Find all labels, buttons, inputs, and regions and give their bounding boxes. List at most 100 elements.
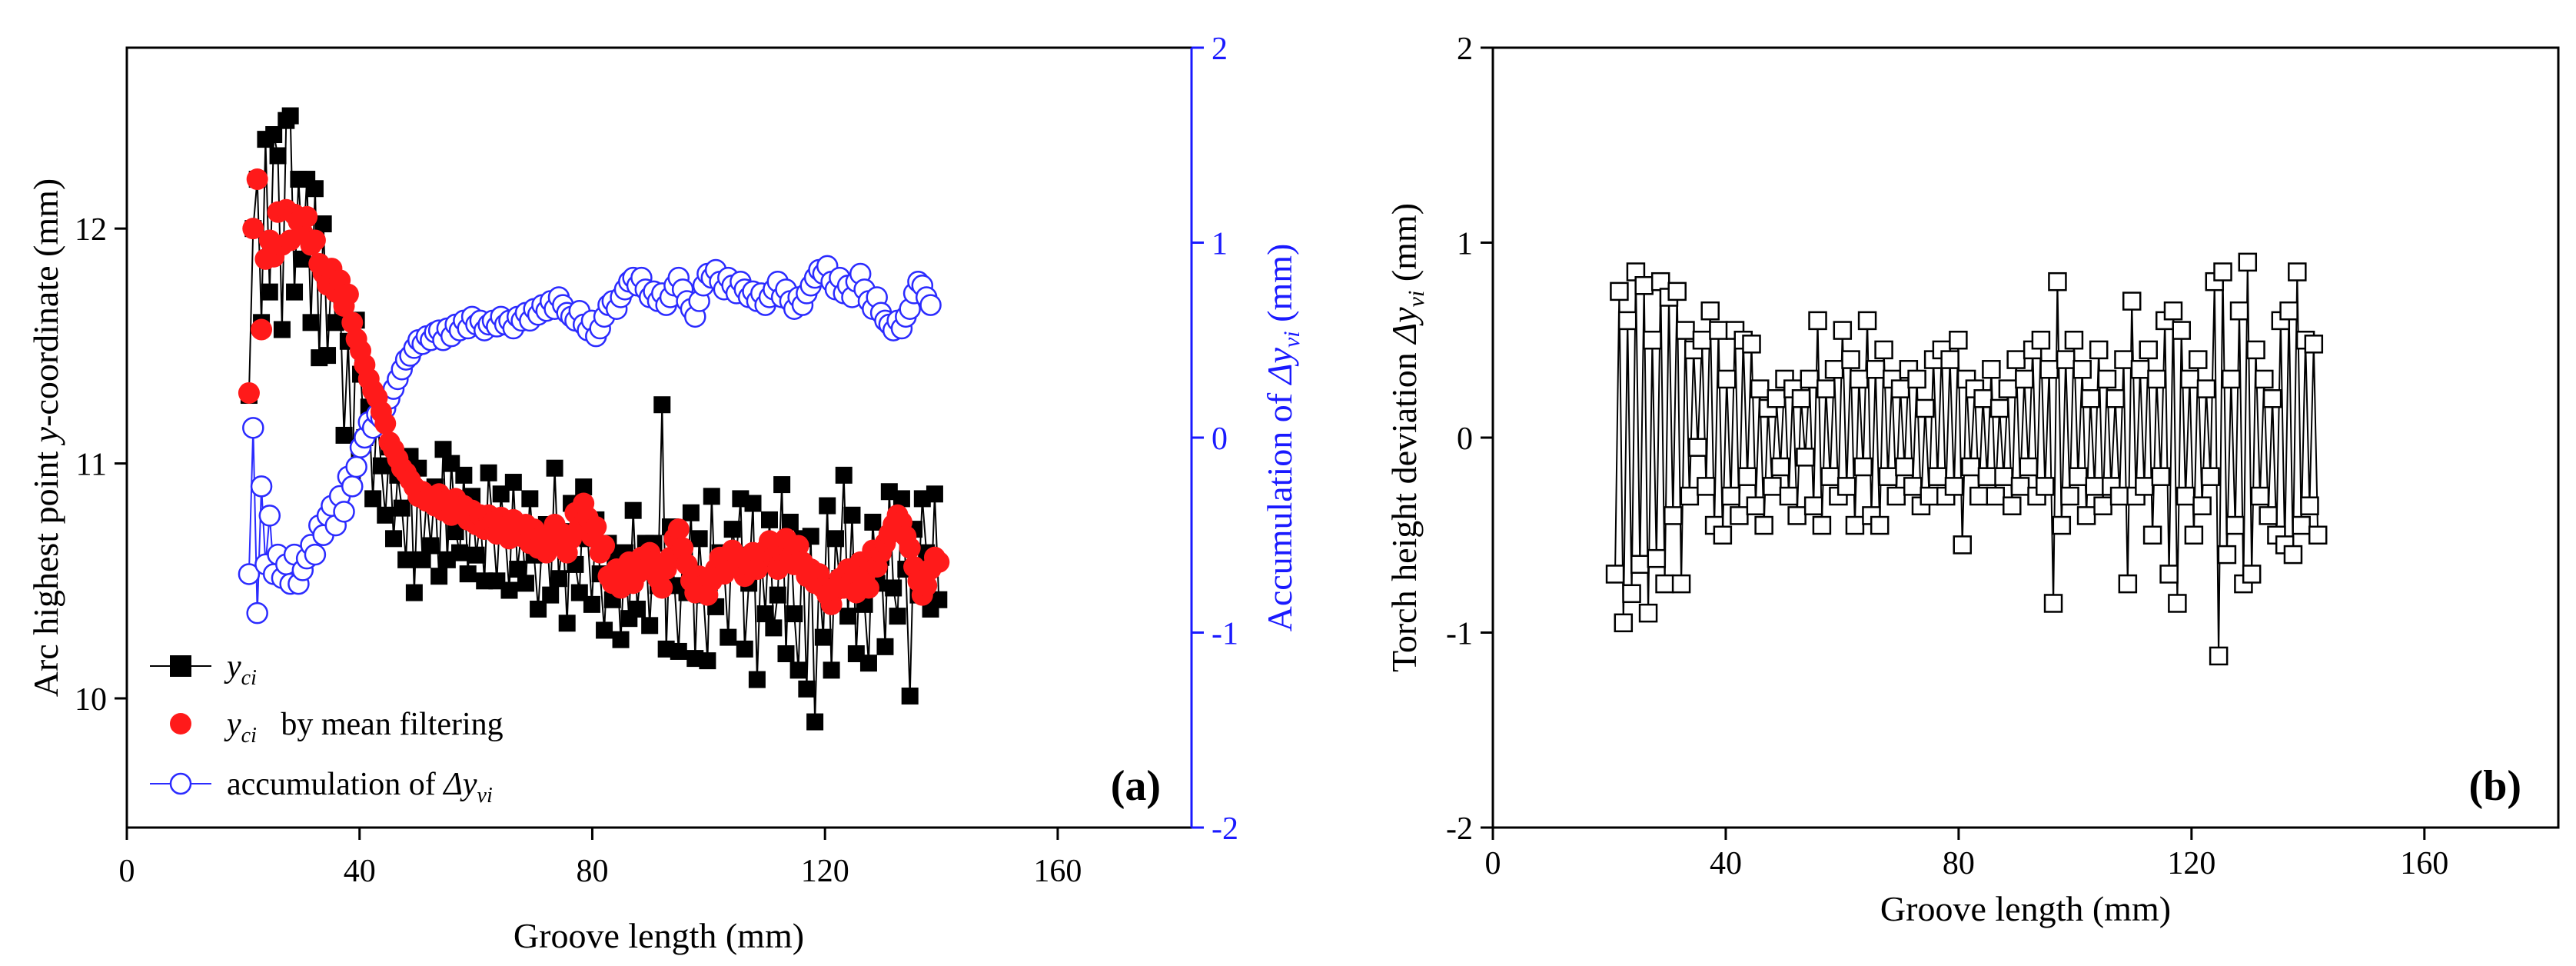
svg-text:accumulation of Δyvi: accumulation of Δyvi xyxy=(227,767,493,808)
deviation-point xyxy=(2184,525,2204,545)
deviation-point xyxy=(2175,486,2195,506)
deviation-point xyxy=(1692,331,1712,350)
panel-b-x-tick-label: 0 xyxy=(1485,846,1501,881)
yci-filtered-point xyxy=(242,218,264,240)
deviation-point xyxy=(1895,457,1914,477)
accumulation-point xyxy=(250,475,273,498)
panel-a-y2-tick-label: 0 xyxy=(1212,421,1228,457)
deviation-point xyxy=(1617,311,1637,331)
yci-filtered-point xyxy=(928,551,950,573)
deviation-point xyxy=(2069,467,2088,486)
deviation-point xyxy=(1634,276,1654,295)
deviation-point xyxy=(1874,340,1893,360)
yci-point xyxy=(736,640,753,658)
deviation-point xyxy=(1638,603,1658,623)
deviation-point xyxy=(1928,467,1947,486)
panel-b-x-ticks: 0 40 80 120 160 xyxy=(1485,828,2448,881)
deviation-point xyxy=(2201,467,2220,486)
deviation-point xyxy=(2163,301,2183,321)
yci-point xyxy=(459,565,477,583)
yci-filtered-point xyxy=(651,577,673,599)
deviation-point xyxy=(1816,379,1836,398)
panel-b-y-ticks: -2 -1 0 1 2 xyxy=(1446,32,1493,847)
yci-point xyxy=(926,485,943,503)
panel-a-legend: yci yci by mean filtering accumulation o… xyxy=(150,649,504,808)
yci-point xyxy=(859,655,877,672)
deviation-point xyxy=(2151,467,2171,486)
yci-point xyxy=(397,551,415,568)
deviation-point xyxy=(1916,398,1935,418)
panel-a-y-axis-title: Arc highest point y-coordinate (mm) xyxy=(26,178,65,697)
deviation-point xyxy=(2006,350,2026,369)
yci-filtered-point xyxy=(337,283,359,305)
yci-point xyxy=(901,687,919,705)
yci-point xyxy=(414,551,431,568)
series-yci-mean-filtered xyxy=(238,168,950,615)
deviation-point xyxy=(1994,467,2013,486)
yci-point xyxy=(823,661,840,679)
deviation-point xyxy=(2109,486,2129,506)
legend-entry-yci: yci xyxy=(150,649,257,690)
series-yci xyxy=(240,107,948,731)
yci-point xyxy=(500,581,518,599)
panel-a-y-tick-label: 11 xyxy=(76,448,107,483)
yci-point xyxy=(467,546,485,564)
panel-b-y-tick-label: -2 xyxy=(1446,811,1473,847)
yci-point xyxy=(434,441,452,458)
deviation-point xyxy=(1866,360,1886,379)
panel-b-x-tick-label: 80 xyxy=(1943,846,1975,881)
yci-point xyxy=(781,513,799,531)
yci-point xyxy=(773,476,791,494)
accumulation-point xyxy=(238,563,261,585)
deviation-point xyxy=(1845,515,1865,535)
deviation-point xyxy=(2114,350,2133,369)
yci-point xyxy=(765,619,783,637)
deviation-point xyxy=(2217,545,2237,565)
panel-a-x-tick-label: 40 xyxy=(344,854,376,889)
yci-point xyxy=(504,474,522,491)
deviation-point xyxy=(2036,477,2055,496)
yci-filtered-point xyxy=(916,575,938,597)
yci-point xyxy=(385,530,403,548)
yci-filtered-point xyxy=(585,516,607,538)
yci-point xyxy=(327,314,344,331)
panel-a-x-ticks: 0 40 80 120 160 xyxy=(119,828,1082,889)
deviation-point xyxy=(1650,271,1670,291)
yci-point xyxy=(703,488,720,505)
yci-point xyxy=(835,466,853,484)
yci-point xyxy=(819,497,836,515)
yci-point xyxy=(748,671,766,688)
deviation-point xyxy=(1655,574,1674,594)
deviation-point xyxy=(1667,281,1687,301)
deviation-point xyxy=(1841,350,1860,369)
deviation-point xyxy=(1643,331,1662,350)
yci-point xyxy=(814,628,832,646)
deviation-point xyxy=(2019,457,2039,477)
deviation-point xyxy=(1737,467,1757,486)
deviation-point xyxy=(1730,506,1749,525)
panel-a-x-tick-label: 0 xyxy=(119,854,135,889)
panel-b-label: (b) xyxy=(2469,762,2521,810)
yci-point xyxy=(558,615,576,632)
deviation-point xyxy=(1969,486,1989,506)
yci-point xyxy=(876,638,894,655)
yci-point xyxy=(653,396,671,414)
panel-a-y-tick-label: 12 xyxy=(75,212,107,248)
deviation-point xyxy=(2255,369,2274,389)
yci-filtered-point xyxy=(341,311,364,334)
yci-point xyxy=(405,584,423,601)
panel-b-chart: 0 40 80 120 160 -2 -1 0 1 2 Groove length (mm) T… xyxy=(1384,32,2560,928)
deviation-point xyxy=(2076,506,2096,525)
deviation-point xyxy=(1907,369,1926,389)
yci-point xyxy=(542,586,560,604)
yci-filtered-point xyxy=(296,205,318,228)
yci-point xyxy=(583,595,600,613)
yci-point xyxy=(864,513,882,531)
deviation-point xyxy=(2259,506,2278,525)
yci-point xyxy=(517,575,534,592)
yci-point xyxy=(885,579,902,597)
accumulation-point xyxy=(333,501,355,523)
panel-a-x-tick-label: 160 xyxy=(1033,854,1082,889)
yci-point xyxy=(756,605,774,623)
deviation-point xyxy=(2279,301,2298,321)
